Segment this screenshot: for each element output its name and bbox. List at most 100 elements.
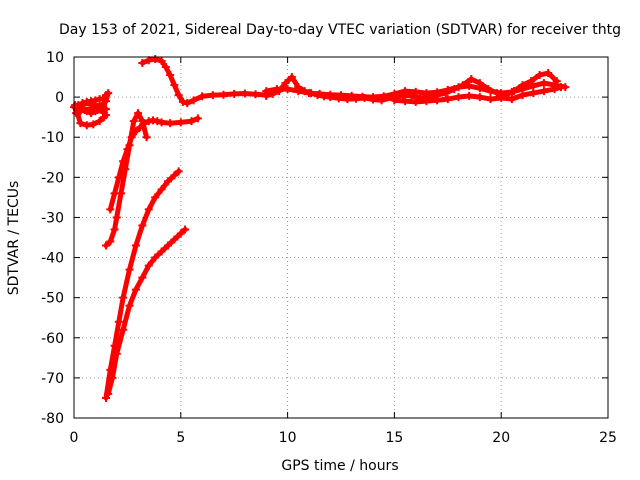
- data-point: [510, 87, 519, 96]
- data-point: [110, 225, 119, 234]
- data-point: [475, 79, 484, 88]
- data-point: [102, 393, 111, 402]
- data-point: [157, 57, 166, 66]
- x-tick-label: 25: [599, 430, 617, 446]
- data-point: [334, 94, 343, 103]
- x-tick-label: 15: [385, 430, 403, 446]
- data-point: [467, 75, 476, 84]
- x-tick-label: 0: [70, 430, 79, 446]
- y-tick-label: -60: [41, 331, 64, 347]
- data-point: [176, 118, 185, 127]
- data-point: [138, 221, 147, 230]
- data-point: [104, 89, 113, 98]
- data-point: [193, 114, 202, 123]
- data-point: [161, 63, 170, 72]
- data-point: [458, 81, 467, 90]
- data-point: [181, 225, 190, 234]
- data-point: [138, 273, 147, 282]
- data-point: [465, 91, 474, 100]
- data-point: [87, 100, 96, 109]
- data-point: [497, 93, 506, 102]
- data-point: [157, 247, 166, 256]
- data-point: [507, 95, 516, 104]
- data-point: [129, 117, 138, 126]
- data-point: [108, 373, 117, 382]
- data-point: [78, 99, 87, 108]
- data-point: [131, 241, 140, 250]
- data-point: [187, 117, 196, 126]
- y-tick-label: -10: [41, 130, 64, 146]
- data-point: [134, 109, 143, 118]
- chart-title: Day 153 of 2021, Sidereal Day-to-day VTE…: [59, 22, 621, 38]
- data-point: [114, 317, 123, 326]
- data-point: [189, 96, 198, 105]
- data-point: [104, 389, 113, 398]
- y-tick-label: -40: [41, 251, 64, 267]
- data-point: [294, 83, 303, 92]
- data-point: [72, 109, 81, 118]
- data-point: [170, 171, 179, 180]
- data-point: [138, 117, 147, 126]
- data-point: [326, 93, 335, 102]
- data-point: [390, 96, 399, 105]
- y-tick-label: -80: [41, 411, 64, 427]
- y-tick-label: -70: [41, 371, 64, 387]
- data-point: [125, 141, 134, 150]
- data-point: [313, 91, 322, 100]
- data-point: [119, 293, 128, 302]
- data-point: [76, 107, 85, 116]
- data-point: [219, 90, 228, 99]
- data-point: [166, 119, 175, 128]
- data-point: [492, 89, 501, 98]
- data-point: [486, 95, 495, 104]
- data-points: [70, 55, 570, 402]
- data-point: [138, 59, 147, 68]
- data-point: [116, 189, 125, 198]
- data-point: [102, 241, 111, 250]
- data-point: [557, 83, 566, 92]
- data-point: [351, 94, 360, 103]
- x-tick-label: 10: [279, 430, 297, 446]
- grid-lines: [74, 57, 608, 418]
- data-point: [398, 91, 407, 100]
- series-trace: [103, 168, 182, 401]
- data-point: [407, 91, 416, 100]
- data-point: [360, 93, 369, 102]
- y-tick-label: -50: [41, 291, 64, 307]
- data-point: [208, 91, 217, 100]
- data-point: [121, 165, 130, 174]
- y-tick-label: 10: [46, 50, 64, 66]
- data-point: [518, 81, 527, 90]
- data-point: [76, 119, 85, 128]
- data-point: [95, 117, 104, 126]
- data-point: [163, 177, 172, 186]
- y-tick-label: -30: [41, 210, 64, 226]
- data-point: [131, 285, 140, 294]
- data-point: [275, 87, 284, 96]
- data-point: [343, 95, 352, 104]
- data-point: [433, 96, 442, 105]
- data-point: [262, 91, 271, 100]
- data-point: [401, 97, 410, 106]
- data-point: [170, 235, 179, 244]
- data-point: [112, 213, 121, 222]
- x-axis: 0 5 10 15 20 25: [70, 57, 617, 446]
- x-tick-label: 20: [492, 430, 510, 446]
- y-axis: -80 -70 -60 -50 -40 -30 -20 -10 0 10: [41, 50, 608, 427]
- data-point: [529, 81, 538, 90]
- data-point: [157, 185, 166, 194]
- y-tick-label: -20: [41, 170, 64, 186]
- data-point: [369, 95, 378, 104]
- data-series-8: [262, 69, 561, 105]
- data-point: [552, 77, 561, 86]
- data-point: [281, 79, 290, 88]
- data-point: [411, 97, 420, 106]
- data-point: [163, 241, 172, 250]
- data-point: [422, 97, 431, 106]
- data-point: [112, 349, 121, 358]
- data-point: [144, 56, 153, 65]
- data-point: [518, 91, 527, 100]
- data-point: [441, 89, 450, 98]
- data-series-5: [104, 225, 190, 398]
